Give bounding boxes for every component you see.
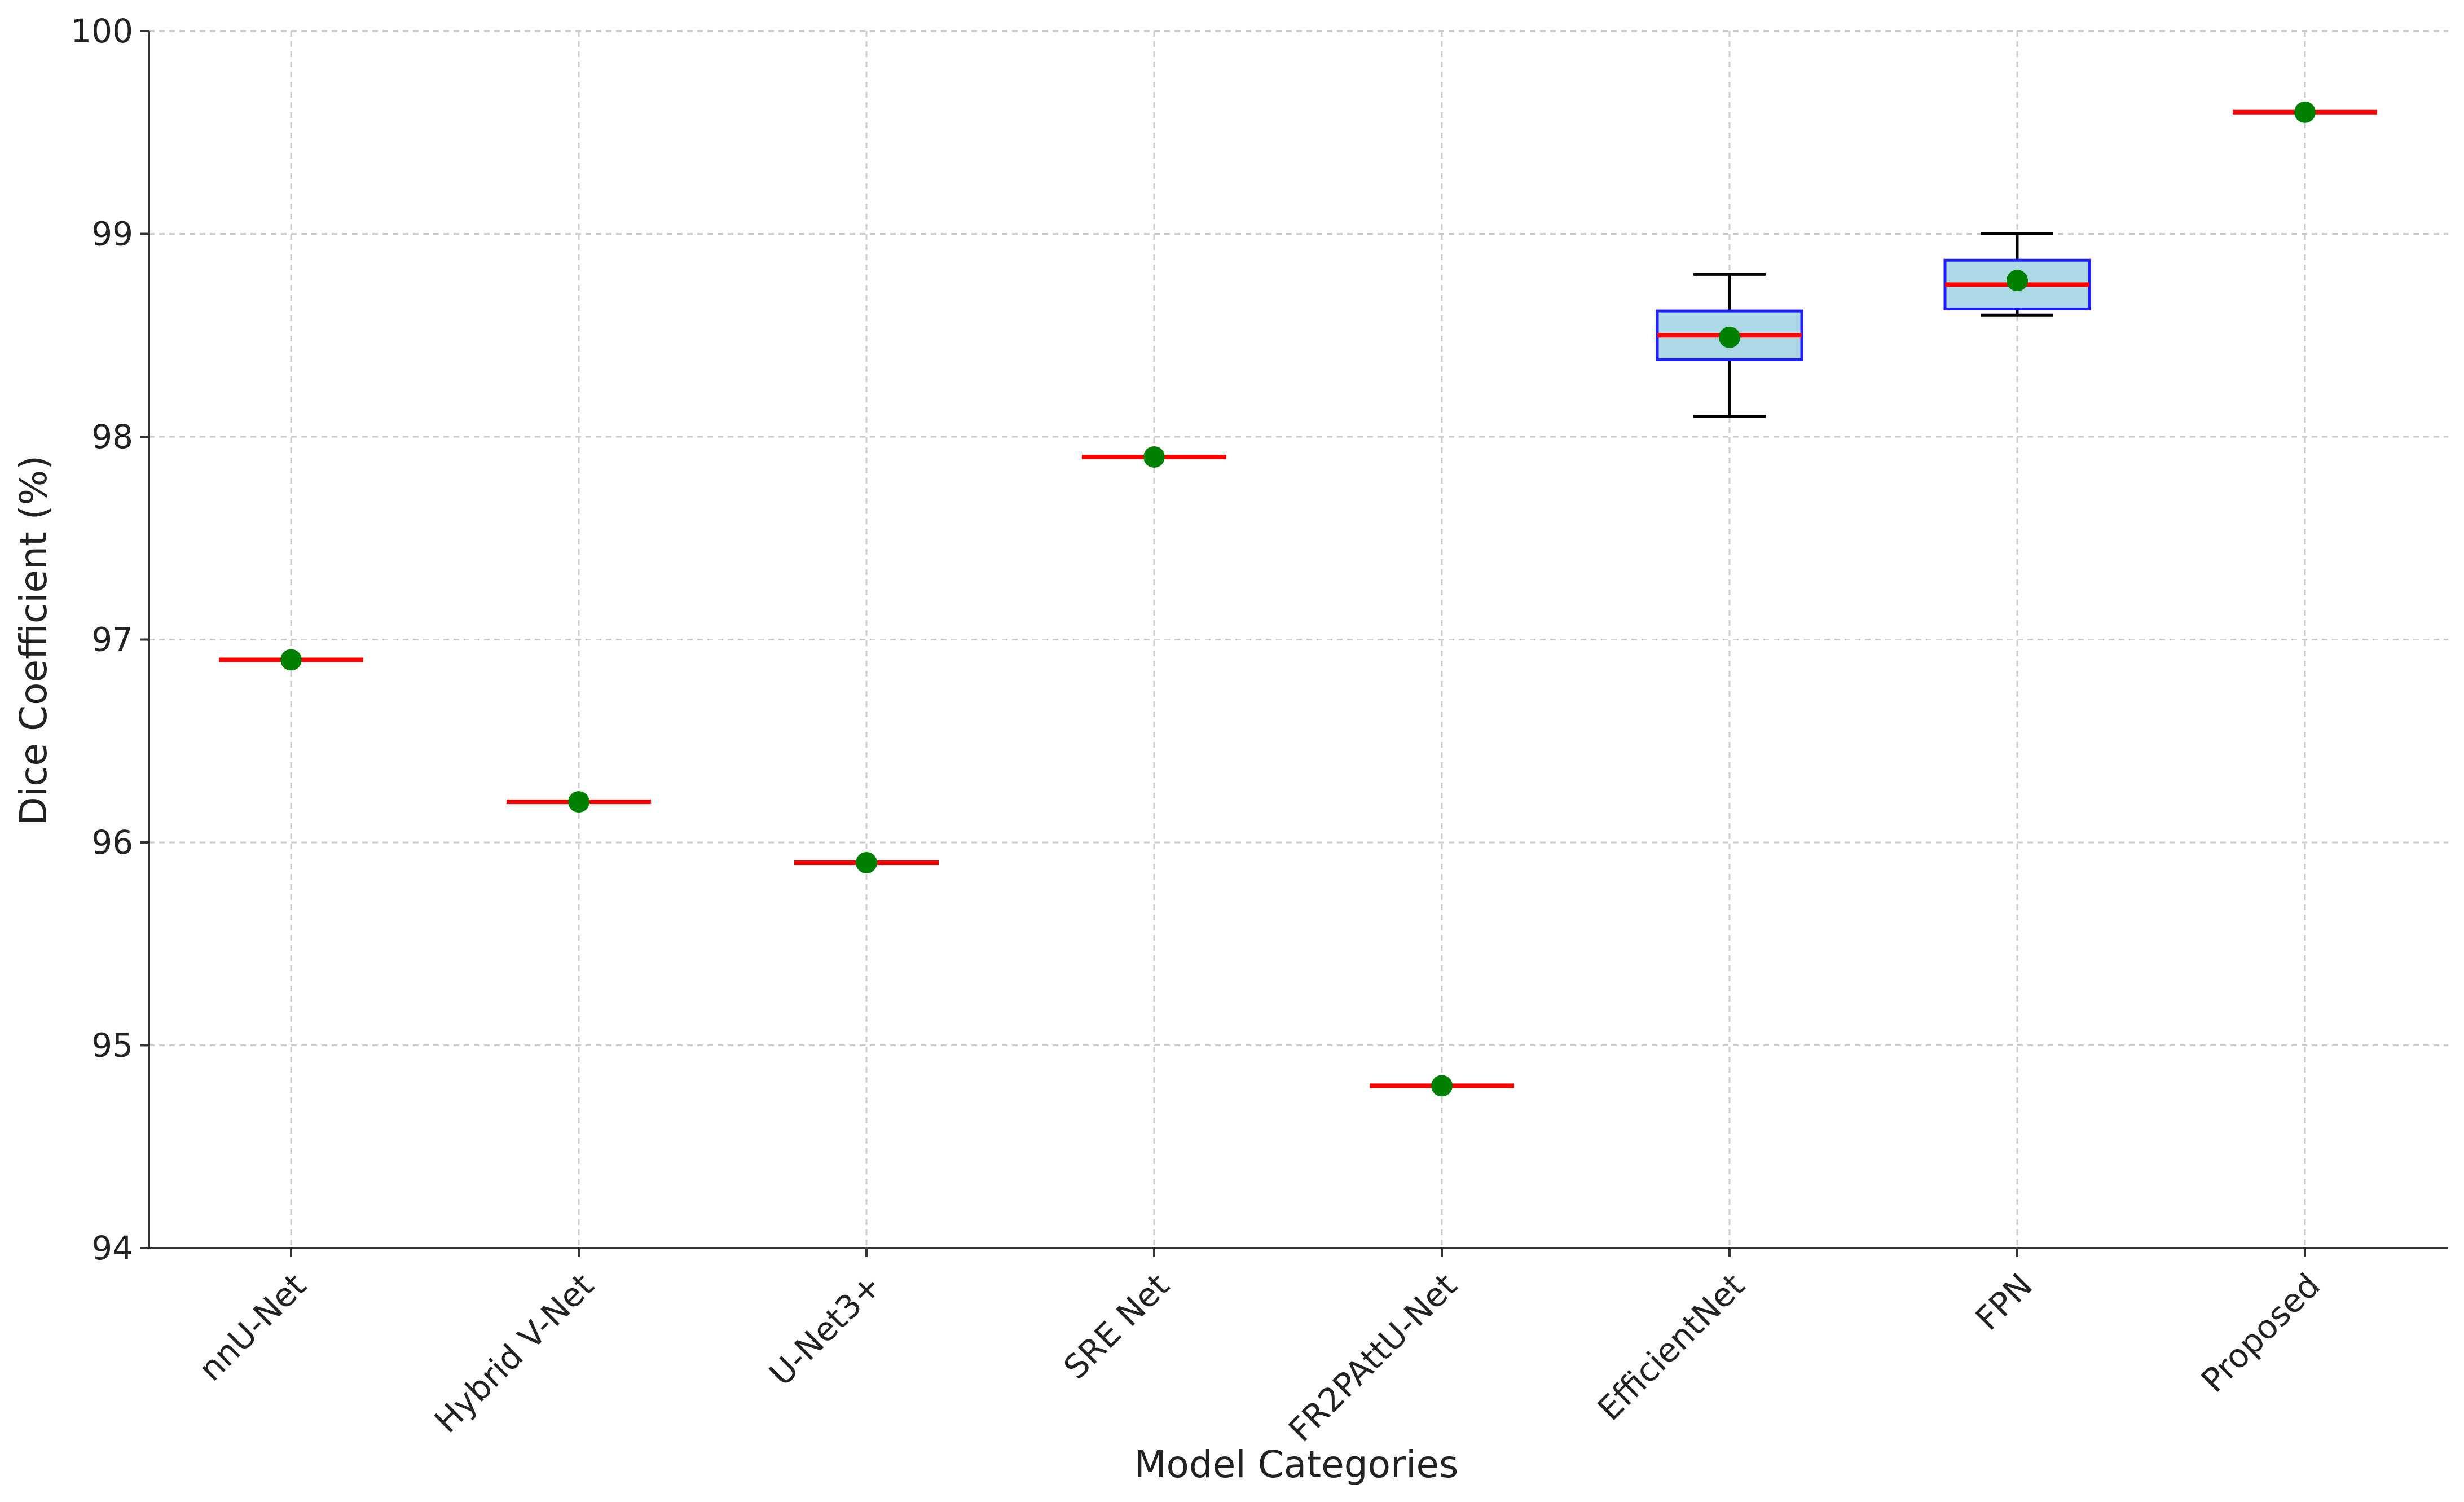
labels-layer: Model Categories Dice Coefficient (%) <box>12 455 1458 1486</box>
y-tick-label: 94 <box>91 1229 133 1267</box>
box-group <box>1656 273 1803 418</box>
box-group <box>1943 232 2091 317</box>
marks-layer <box>219 101 2377 1097</box>
x-tick-label: Hybrid V-Net <box>427 1266 601 1440</box>
y-tick-label: 99 <box>91 215 133 253</box>
box-group <box>794 851 939 873</box>
mean-marker <box>2007 270 2028 292</box>
mean-marker <box>2294 101 2316 123</box>
x-tick-label: U-Net3+ <box>762 1266 889 1393</box>
y-tick-label: 98 <box>91 418 133 456</box>
y-tick-label: 100 <box>71 12 133 50</box>
mean-marker <box>568 791 589 813</box>
mean-marker <box>1431 1075 1453 1097</box>
box-group <box>1082 446 1226 468</box>
x-tick-label: SRE Net <box>1056 1266 1177 1387</box>
box-group <box>507 791 651 813</box>
y-axis-title: Dice Coefficient (%) <box>12 455 55 825</box>
x-axis-title: Model Categories <box>1134 1443 1459 1486</box>
y-tick-label: 95 <box>91 1026 133 1065</box>
x-tick-label: EfficientNet <box>1590 1266 1752 1428</box>
mean-marker <box>1143 446 1165 468</box>
box-group <box>1370 1075 1514 1097</box>
x-tick-label: FPN <box>1968 1266 2040 1338</box>
x-tick-label: Proposed <box>2194 1266 2327 1400</box>
box-group <box>219 649 363 671</box>
y-tick-label: 97 <box>91 621 133 659</box>
mean-marker <box>280 649 302 671</box>
box-group <box>2233 101 2377 123</box>
axes-layer: 94 95 96 97 98 99 100 nnU-Net Hybrid V-Net U-Net3… <box>71 12 2448 1449</box>
mean-marker <box>856 851 877 873</box>
mean-marker <box>1719 326 1740 348</box>
x-tick-label: nnU-Net <box>191 1266 314 1389</box>
y-tick-label: 96 <box>91 823 133 862</box>
grid-layer <box>149 30 2448 1249</box>
x-tick-label: FR2PAttU-Net <box>1281 1266 1464 1450</box>
